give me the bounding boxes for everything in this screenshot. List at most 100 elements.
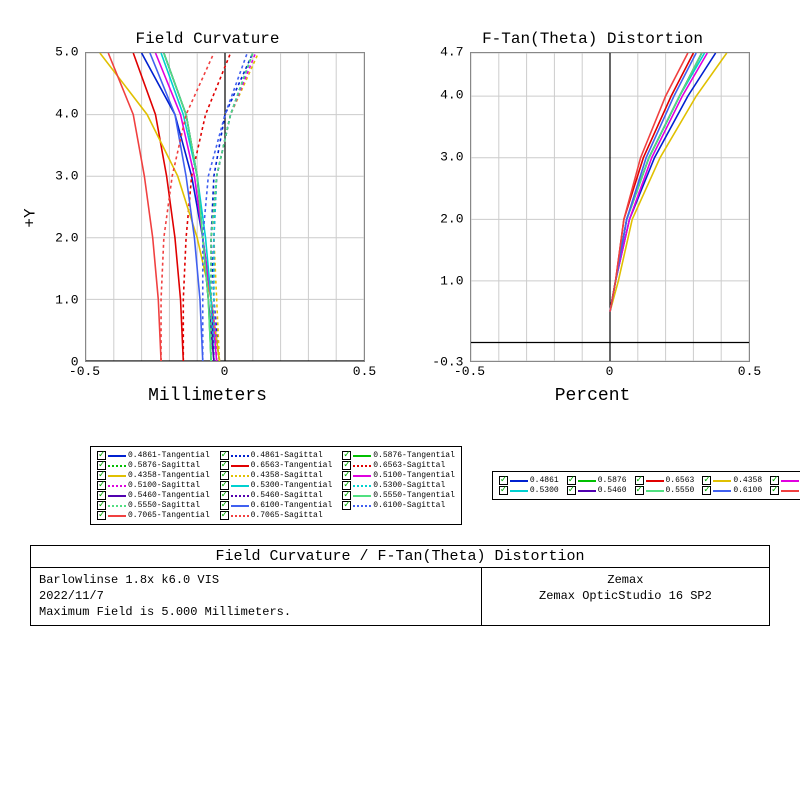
legend-swatch: [108, 495, 126, 497]
legend-item[interactable]: 0.5550: [635, 486, 695, 495]
legend-swatch: [646, 490, 664, 492]
legend-checkbox[interactable]: [220, 501, 229, 510]
legend-swatch: [646, 480, 664, 482]
legend-label: 0.4358: [733, 476, 762, 485]
legend-label: 0.4358-Sagittal: [251, 471, 323, 480]
footer-line: Zemax OpticStudio 16 SP2: [490, 588, 761, 604]
legend-item[interactable]: 0.4358-Sagittal: [220, 471, 333, 480]
legend-item[interactable]: 0.5550-Sagittal: [97, 501, 210, 510]
legend-checkbox[interactable]: [499, 476, 508, 485]
legend-label: 0.5300-Sagittal: [373, 481, 445, 490]
legends-row: 0.4861-Tangential 0.4861-Sagittal 0.5876-T…: [0, 416, 800, 535]
legend-checkbox[interactable]: [97, 461, 106, 470]
legend-checkbox[interactable]: [97, 511, 106, 520]
legend-checkbox[interactable]: [567, 486, 576, 495]
chart-left-yticks: 01.02.03.04.05.0: [47, 52, 83, 362]
legend-swatch: [578, 490, 596, 492]
legend-item[interactable]: 0.5100-Tangential: [342, 471, 455, 480]
footer-title: Field Curvature / F-Tan(Theta) Distortio…: [31, 546, 769, 568]
legend-checkbox[interactable]: [220, 461, 229, 470]
legend-checkbox[interactable]: [342, 501, 351, 510]
legend-checkbox[interactable]: [342, 461, 351, 470]
legend-swatch: [510, 480, 528, 482]
legend-item[interactable]: 0.4358: [702, 476, 762, 485]
legend-checkbox[interactable]: [97, 491, 106, 500]
legend-item[interactable]: 0.5876-Sagittal: [97, 461, 210, 470]
x-tick-label: -0.5: [69, 364, 100, 379]
legend-label: 0.5100-Sagittal: [128, 481, 200, 490]
legend-item[interactable]: 0.6563-Tangential: [220, 461, 333, 470]
y-tick-label: 3.0: [55, 169, 78, 184]
legend-item[interactable]: 0.5876: [567, 476, 627, 485]
legend-label: 0.6563-Sagittal: [373, 461, 445, 470]
legend-item[interactable]: 0.5550-Tangential: [342, 491, 455, 500]
legend-checkbox[interactable]: [97, 481, 106, 490]
legend-swatch: [108, 505, 126, 507]
legend-item[interactable]: 0.7065-Sagittal: [220, 511, 333, 520]
legend-checkbox[interactable]: [635, 476, 644, 485]
chart-left-plot: [85, 52, 365, 362]
chart-right-plot: [470, 52, 750, 362]
legend-item[interactable]: 0.6563-Sagittal: [342, 461, 455, 470]
legend-label: 0.4861-Sagittal: [251, 451, 323, 460]
legend-item[interactable]: 0.4861: [499, 476, 559, 485]
legend-checkbox[interactable]: [567, 476, 576, 485]
y-tick-label: 2.0: [440, 212, 463, 227]
legend-checkbox[interactable]: [220, 471, 229, 480]
legend-item[interactable]: 0.4861-Sagittal: [220, 451, 333, 460]
legend-checkbox[interactable]: [220, 451, 229, 460]
legend-item[interactable]: 0.6100: [702, 486, 762, 495]
legend-item[interactable]: 0.5300-Sagittal: [342, 481, 455, 490]
legend-checkbox[interactable]: [702, 486, 711, 495]
legend-item[interactable]: 0.7065: [770, 486, 800, 495]
legend-checkbox[interactable]: [97, 451, 106, 460]
legend-item[interactable]: 0.5100-Sagittal: [97, 481, 210, 490]
legend-item[interactable]: 0.5460-Sagittal: [220, 491, 333, 500]
legend-checkbox[interactable]: [770, 476, 779, 485]
legend-checkbox[interactable]: [342, 481, 351, 490]
legend-checkbox[interactable]: [635, 486, 644, 495]
legend-swatch: [108, 475, 126, 477]
legend-item[interactable]: 0.5876-Tangential: [342, 451, 455, 460]
legend-field-curvature: 0.4861-Tangential 0.4861-Sagittal 0.5876-T…: [90, 446, 462, 525]
legend-checkbox[interactable]: [220, 481, 229, 490]
legend-item[interactable]: 0.4358-Tangential: [97, 471, 210, 480]
legend-item[interactable]: 0.5300: [499, 486, 559, 495]
field-curvature-chart: Field Curvature +Y 01.02.03.04.05.0 -0.5…: [43, 30, 373, 406]
legend-checkbox[interactable]: [220, 491, 229, 500]
legend-label: 0.7065-Tangential: [128, 511, 210, 520]
legend-item[interactable]: 0.4861-Tangential: [97, 451, 210, 460]
footer-line: Maximum Field is 5.000 Millimeters.: [39, 604, 473, 620]
legend-item[interactable]: 0.7065-Tangential: [97, 511, 210, 520]
legend-checkbox[interactable]: [770, 486, 779, 495]
legend-checkbox[interactable]: [342, 491, 351, 500]
legend-item[interactable]: 0.6563: [635, 476, 695, 485]
legend-item[interactable]: 0.5100: [770, 476, 800, 485]
legend-checkbox[interactable]: [220, 511, 229, 520]
legend-checkbox[interactable]: [499, 486, 508, 495]
legend-swatch: [578, 480, 596, 482]
legend-swatch: [713, 480, 731, 482]
legend-swatch: [713, 490, 731, 492]
charts-row: Field Curvature +Y 01.02.03.04.05.0 -0.5…: [0, 0, 800, 416]
legend-checkbox[interactable]: [702, 476, 711, 485]
legend-distortion: 0.4861 0.5876 0.6563 0.4358 0.5100 0.5300 0.54…: [492, 471, 800, 500]
legend-label: 0.5876: [598, 476, 627, 485]
legend-item[interactable]: 0.6100-Tangential: [220, 501, 333, 510]
legend-item[interactable]: 0.5460: [567, 486, 627, 495]
legend-label: 0.4861: [530, 476, 559, 485]
legend-label: 0.5300-Tangential: [251, 481, 333, 490]
legend-checkbox[interactable]: [97, 501, 106, 510]
legend-checkbox[interactable]: [342, 451, 351, 460]
y-tick-label: 2.0: [55, 231, 78, 246]
legend-swatch: [353, 485, 371, 487]
legend-item[interactable]: 0.5300-Tangential: [220, 481, 333, 490]
legend-item[interactable]: 0.5460-Tangential: [97, 491, 210, 500]
legend-item[interactable]: 0.6100-Sagittal: [342, 501, 455, 510]
legend-swatch: [108, 485, 126, 487]
y-tick-label: 4.7: [440, 45, 463, 60]
legend-label: 0.6563: [666, 476, 695, 485]
legend-checkbox[interactable]: [342, 471, 351, 480]
legend-checkbox[interactable]: [97, 471, 106, 480]
footer-left: Barlowlinse 1.8x k6.0 VIS2022/11/7Maximu…: [31, 568, 482, 625]
